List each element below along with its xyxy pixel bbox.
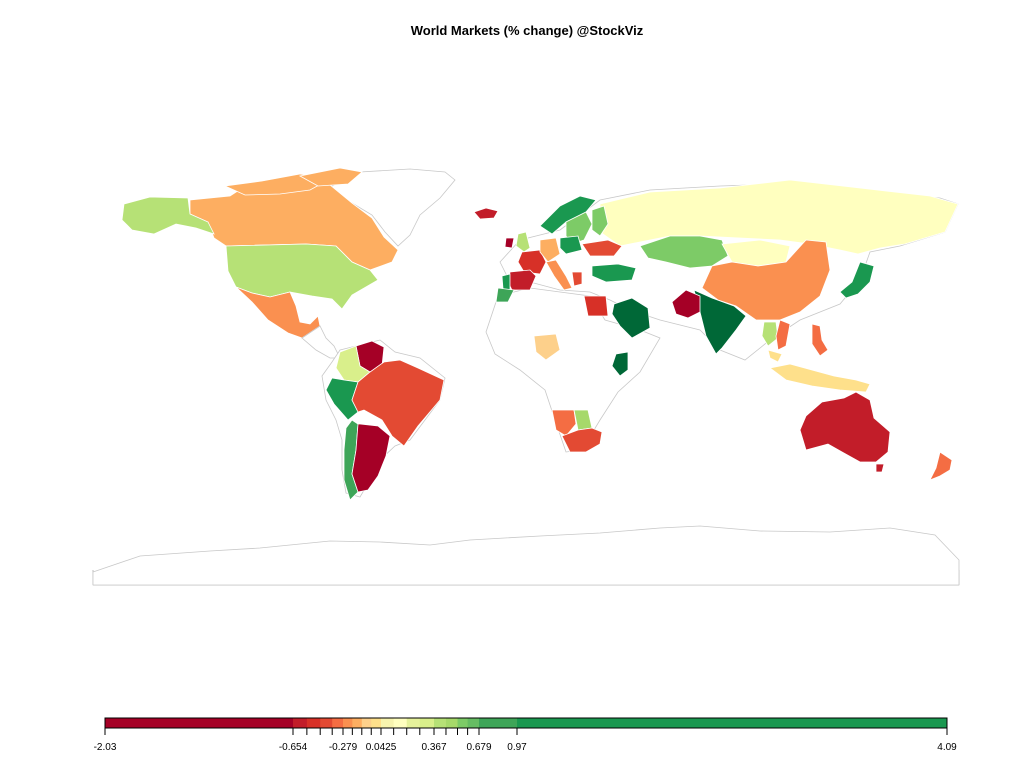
legend-swatch [306, 718, 321, 728]
legend-tick-label: -0.279 [329, 742, 358, 753]
region-poland [559, 235, 583, 255]
africa-land [485, 287, 661, 453]
region-vietnam [775, 319, 791, 351]
region-argentina [351, 423, 391, 493]
antarctica [92, 525, 960, 586]
region-russia [599, 179, 959, 255]
greenland [329, 168, 456, 247]
legend-tick-label: 0.367 [421, 742, 446, 753]
region-malaysia [767, 349, 783, 363]
region-ireland [504, 237, 515, 249]
legend-tick-label: -2.03 [94, 742, 117, 753]
region-greece [571, 271, 583, 287]
region-iceland [473, 207, 499, 220]
region-canada-islands-2 [298, 167, 363, 187]
legend-swatch [517, 718, 948, 728]
legend-swatch [419, 718, 435, 728]
legend-swatch [406, 718, 421, 728]
legend-swatch [457, 718, 469, 728]
region-united-kingdom [515, 231, 531, 253]
region-thailand [761, 321, 779, 347]
legend-swatch [105, 718, 294, 728]
legend-swatch [445, 718, 459, 728]
region-south-africa [561, 427, 603, 453]
chart-title: World Markets (% change) @StockViz [410, 23, 644, 38]
legend-swatch [361, 718, 372, 728]
region-philippines [811, 323, 829, 357]
region-ukraine [581, 239, 623, 257]
legend-swatch [434, 718, 447, 728]
region-mexico [235, 286, 321, 339]
legend-tick-label: 0.97 [507, 742, 527, 753]
region-kenya [611, 351, 629, 377]
central-america [301, 325, 341, 359]
region-turkey [591, 263, 637, 283]
region-germany [539, 237, 561, 263]
legend-border [104, 717, 948, 729]
legend-swatch [332, 718, 344, 728]
region-india [693, 289, 747, 355]
region-morocco [495, 287, 515, 303]
legend-swatch [320, 718, 333, 728]
region-nigeria [533, 333, 561, 361]
region-new-zealand [929, 451, 953, 481]
region-kazakhstan [639, 235, 729, 269]
region-namibia [551, 409, 577, 437]
legend-ticks: -2.03 -0.654 -0.279 0.0425 0.367 0.679 0.97 4.0… [94, 728, 957, 753]
legend-swatch [381, 718, 395, 728]
legend-swatch [352, 718, 363, 728]
region-brazil [351, 359, 445, 447]
legend-tick-label: 0.0425 [366, 742, 397, 753]
region-egypt [583, 295, 609, 317]
legend-swatch [293, 718, 308, 728]
legend-swatch [371, 718, 382, 728]
region-pakistan [671, 289, 701, 319]
legend-tick-label: 0.679 [466, 742, 491, 753]
region-italy [545, 259, 573, 291]
region-finland [591, 205, 609, 237]
region-japan [839, 261, 875, 299]
region-australia-tasmania [875, 463, 885, 473]
region-norway [539, 195, 597, 235]
region-australia [799, 391, 891, 463]
legend-swatch [479, 718, 518, 728]
region-sweden [565, 211, 593, 245]
legend-tick-label: -0.654 [279, 742, 308, 753]
legend-tick-label: 4.09 [937, 742, 957, 753]
legend-swatch [393, 718, 408, 728]
region-saudi-arabia [611, 297, 651, 339]
region-indonesia [769, 363, 871, 393]
legend-color-bar [105, 718, 948, 728]
legend-swatch [343, 718, 353, 728]
legend-swatch [467, 718, 480, 728]
region-alaska [121, 196, 215, 235]
